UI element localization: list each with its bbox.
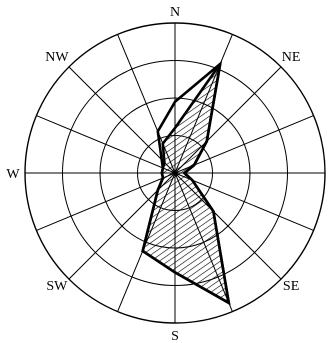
spoke-ene: [174, 115, 314, 174]
spoke-wnw: [36, 115, 176, 174]
spoke-wsw: [36, 172, 176, 231]
spoke-ese: [174, 172, 314, 231]
compass-label-n: N: [170, 5, 180, 20]
compass-labels: NNEESESSWWNW: [6, 5, 301, 343]
compass-label-sw: SW: [46, 279, 68, 294]
compass-label-nw: NW: [45, 50, 69, 65]
compass-label-s: S: [171, 329, 179, 343]
series-1-polygon: [141, 63, 231, 306]
compass-label-w: W: [6, 167, 20, 182]
spoke-nw: [68, 66, 176, 174]
compass-label-ne: NE: [282, 50, 301, 65]
compass-label-se: SE: [283, 279, 299, 294]
series-2-polygon: [141, 60, 231, 306]
series-layer: [141, 60, 231, 306]
